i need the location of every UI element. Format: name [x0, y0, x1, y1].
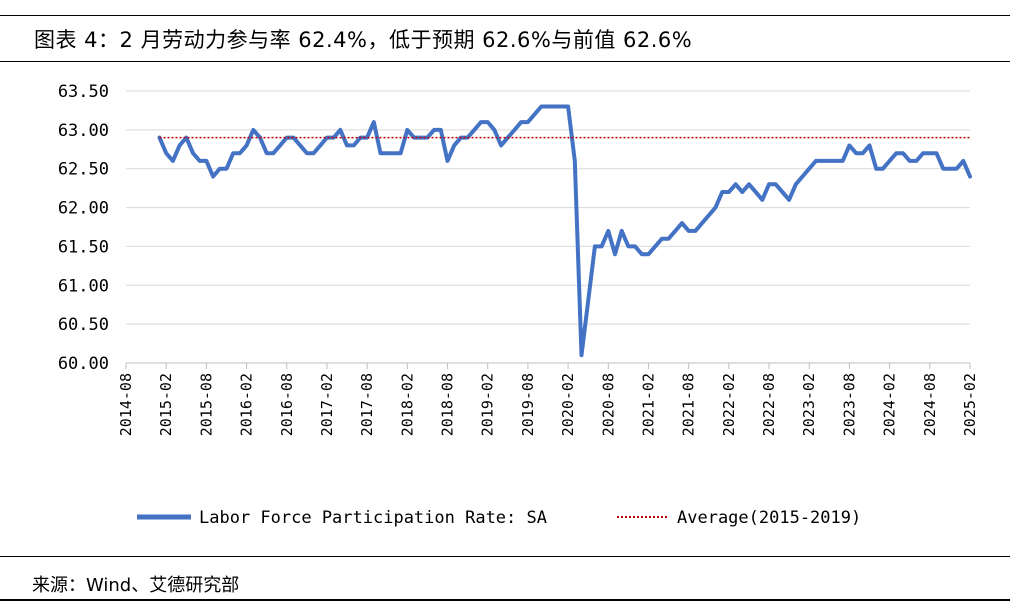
source-note: 来源：Wind、艾德研究部: [32, 575, 240, 596]
legend-label-average: Average(2015-2019): [677, 508, 861, 528]
series-layer: [157, 104, 972, 358]
x-tick-label: 2020-02: [559, 373, 577, 436]
top-rule: [0, 15, 1010, 16]
x-tick-label: 2017-08: [358, 373, 376, 436]
x-tick-label: 2015-02: [157, 373, 175, 436]
x-tick-label: 2019-02: [479, 373, 497, 436]
x-tick-label: 2020-08: [599, 373, 617, 436]
x-tick-label: 2024-02: [881, 373, 899, 436]
x-tick-label: 2019-08: [519, 373, 537, 436]
y-tick-label: 61.00: [58, 276, 109, 296]
x-tick-label: 2017-02: [318, 373, 336, 436]
y-tick-label: 61.50: [58, 237, 109, 257]
x-tick-label: 2016-02: [238, 373, 256, 436]
y-tick-label: 63.00: [58, 121, 109, 141]
legend-label-lfpr: Labor Force Participation Rate: SA: [199, 508, 547, 528]
x-tick-label: 2023-02: [800, 373, 818, 436]
series-line-lfpr: [157, 104, 972, 358]
y-tick-label: 63.50: [58, 82, 109, 102]
y-tick-label: 60.50: [58, 315, 109, 335]
y-tick-label: 62.50: [58, 160, 109, 180]
y-tick-label: 62.00: [58, 199, 109, 219]
y-axis: 63.50 63.00 62.50 62.00 61.50 61.00 60.50 60.00: [58, 82, 109, 374]
gridlines: [126, 90, 970, 325]
legend: Labor Force Participation Rate: SA Averag…: [137, 508, 861, 528]
chart-title: 图表 4：2 月劳动力参与率 62.4%，低于预期 62.6%与前值 62.6%: [34, 28, 693, 52]
x-tick-label: 2015-08: [197, 373, 215, 436]
x-tick-label: 2018-02: [398, 373, 416, 436]
x-tick-label: 2016-08: [278, 373, 296, 436]
x-tick-label: 2014-08: [117, 373, 135, 436]
x-axis: 2014-08 2015-02 2015-08 2016-02 2016-08 2017-…: [117, 362, 979, 436]
title-rule: [0, 61, 1010, 62]
x-tick-label: 2021-02: [639, 373, 657, 436]
x-tick-label: 2022-08: [760, 373, 778, 436]
x-tick-label: 2024-08: [921, 373, 939, 436]
x-tick-label: 2023-08: [840, 373, 858, 436]
x-tick-label: 2018-08: [439, 373, 457, 436]
bottom-rule: [0, 556, 1010, 557]
x-tick-label: 2025-02: [961, 373, 979, 436]
footer-rule: [0, 599, 1010, 601]
x-tick-label: 2021-08: [680, 373, 698, 436]
y-tick-label: 60.00: [58, 354, 109, 374]
x-tick-label: 2022-02: [720, 373, 738, 436]
